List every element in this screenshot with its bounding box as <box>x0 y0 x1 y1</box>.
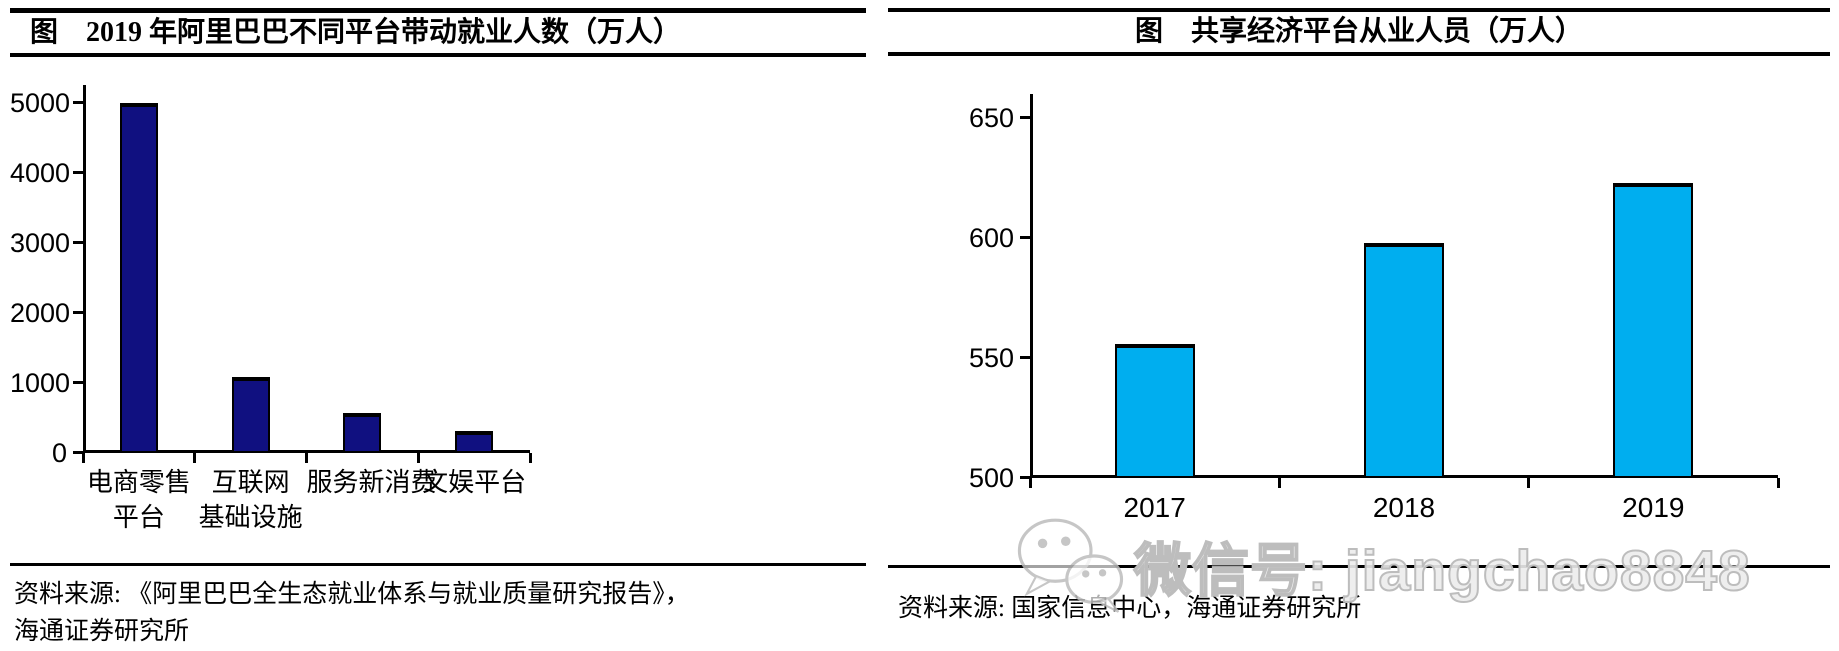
y-axis-tick-label: 500 <box>968 463 1014 493</box>
x-axis-label: 2017 <box>1123 492 1186 523</box>
y-axis-tick <box>73 101 83 104</box>
left-source-line-1: 资料来源: 《阿里巴巴全生态就业体系与就业质量研究报告》， <box>14 581 690 608</box>
y-axis-tick <box>73 451 83 454</box>
y-axis-tick-label: 550 <box>968 343 1014 373</box>
y-axis-tick <box>1020 236 1030 239</box>
wechat-icon <box>1017 518 1124 613</box>
right-source-line-1: 资料来源: 国家信息中心，海通证券研究所 <box>898 595 1362 622</box>
x-axis-tick <box>1277 478 1281 488</box>
left-source-line-2: 海通证券研究所 <box>14 618 190 645</box>
x-axis-tick <box>305 453 308 463</box>
y-axis-tick-label: 2000 <box>10 298 71 328</box>
y-axis-tick-label: 4000 <box>10 158 71 188</box>
x-axis-tick <box>1028 478 1032 488</box>
x-axis-label: 服务新消费 <box>306 468 437 497</box>
right-chart-title: 图 共享经济平台从业人员（万人） <box>888 8 1830 56</box>
right-chart-panel: 图 共享经济平台从业人员（万人） 500 550 600 650 2017 2018 201… <box>888 8 1830 627</box>
wechat-watermark: 微信号: jiangchao8848 <box>1012 516 1751 616</box>
y-axis-tick <box>1020 116 1030 119</box>
x-axis-label: 2019 <box>1622 492 1685 523</box>
right-source-text: 资料来源: 国家信息中心，海通证券研究所 <box>888 568 1830 627</box>
y-axis-tick-label: 650 <box>968 103 1014 133</box>
x-axis-tick <box>81 453 85 463</box>
watermark-text: 微信号: jiangchao8848 <box>1133 538 1751 604</box>
y-axis-tick <box>73 171 83 174</box>
x-axis-tick <box>1776 478 1780 488</box>
left-chart-panel: 图 2019 年阿里巴巴不同平台带动就业人数（万人） 0 1000 2000 3000… <box>10 8 866 650</box>
x-axis-label: 互联网 基础设施 <box>198 468 303 532</box>
left-chart-title: 图 2019 年阿里巴巴不同平台带动就业人数（万人） <box>10 8 866 57</box>
right-source-divider <box>888 565 1830 568</box>
y-axis-tick <box>73 241 83 244</box>
left-source-divider <box>10 563 866 566</box>
y-axis-tick <box>73 381 83 384</box>
x-axis-tick <box>1527 478 1531 488</box>
left-source-text: 资料来源: 《阿里巴巴全生态就业体系与就业质量研究报告》， 海通证券研究所 <box>10 566 866 650</box>
x-axis-tick <box>193 453 197 463</box>
x-axis-tick <box>528 453 532 463</box>
y-axis-tick <box>73 311 83 314</box>
x-axis-label: 2018 <box>1372 492 1436 523</box>
left-bar-chart: 0 1000 2000 3000 4000 5000 电商零售 平台 互联网 基础设施 服务新消费文… <box>10 57 866 563</box>
x-axis-tick <box>416 453 420 463</box>
bar <box>1364 242 1444 478</box>
bar <box>119 103 158 453</box>
y-axis-tick-label: 5000 <box>10 88 71 118</box>
plot-area <box>83 85 530 453</box>
bar <box>1114 343 1195 478</box>
y-axis-tick-label: 1000 <box>10 368 71 398</box>
y-axis-tick <box>1020 356 1030 359</box>
y-axis-tick-label: 600 <box>968 223 1014 253</box>
bar <box>1613 182 1694 478</box>
y-axis-tick-label: 0 <box>51 438 67 468</box>
bar <box>455 431 494 453</box>
x-axis-label: 文娱平台 <box>422 468 527 497</box>
bar <box>343 413 382 453</box>
y-axis-tick <box>1020 476 1030 479</box>
y-axis-tick-label: 3000 <box>10 228 71 258</box>
bar <box>231 377 270 453</box>
x-axis-label: 电商零售 平台 <box>86 468 191 532</box>
right-bar-chart: 500 550 600 650 2017 2018 2019 <box>888 56 1830 565</box>
